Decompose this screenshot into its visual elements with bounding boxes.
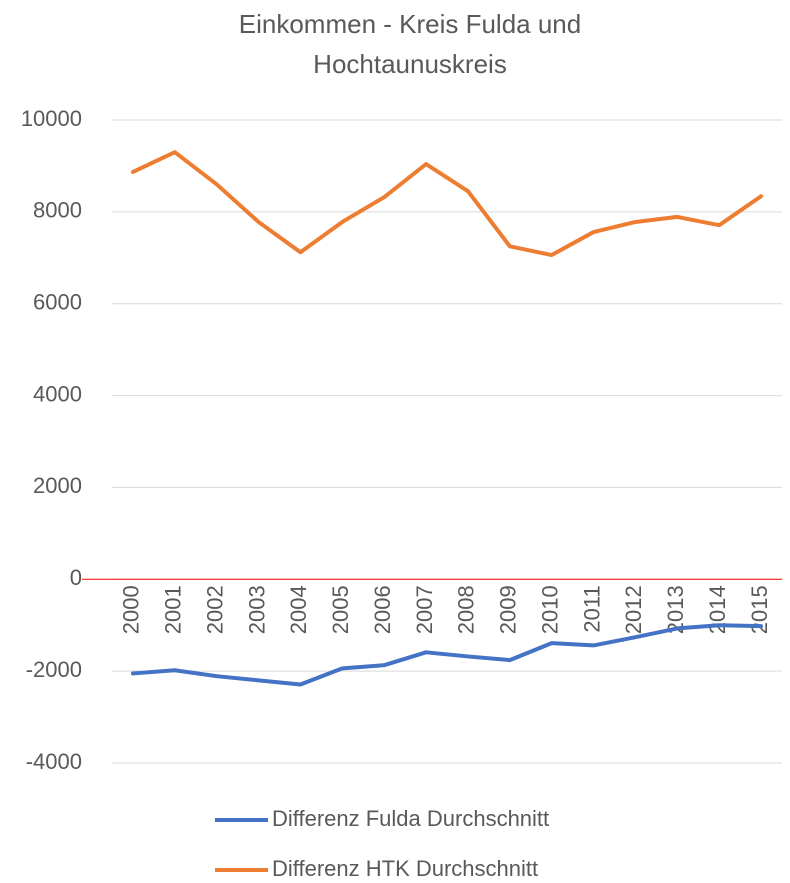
y-tick-label: -4000 bbox=[26, 749, 82, 774]
x-tick-label: 2002 bbox=[203, 585, 228, 634]
x-tick-label: 2009 bbox=[496, 585, 521, 634]
y-tick-label: 2000 bbox=[33, 473, 82, 498]
y-tick-label: 0 bbox=[70, 565, 82, 590]
y-tick-label: -2000 bbox=[26, 657, 82, 682]
x-tick-label: 2006 bbox=[370, 585, 395, 634]
x-tick-label: 2004 bbox=[286, 585, 311, 634]
legend-label: Differenz HTK Durchschnitt bbox=[272, 856, 538, 881]
x-tick-label: 2001 bbox=[161, 585, 186, 634]
x-tick-label: 2005 bbox=[328, 585, 353, 634]
y-tick-label: 8000 bbox=[33, 198, 82, 223]
legend-label: Differenz Fulda Durchschnitt bbox=[272, 806, 549, 831]
series-line bbox=[130, 623, 764, 687]
series-line bbox=[130, 150, 764, 258]
x-tick-label: 2012 bbox=[621, 585, 646, 634]
x-tick-label: 2011 bbox=[579, 585, 604, 632]
y-tick-label: 4000 bbox=[33, 381, 82, 406]
x-tick-label: 2003 bbox=[244, 585, 269, 634]
chart-title: Einkommen - Kreis Fulda und Hochtaunuskr… bbox=[238, 9, 582, 79]
x-tick-label: 2000 bbox=[119, 585, 144, 634]
x-tick-label: 2010 bbox=[538, 585, 563, 634]
y-tick-label: 10000 bbox=[21, 106, 82, 131]
y-tick-label: 6000 bbox=[33, 290, 82, 315]
x-tick-label: 2008 bbox=[454, 585, 479, 634]
x-tick-label: 2007 bbox=[412, 585, 437, 634]
